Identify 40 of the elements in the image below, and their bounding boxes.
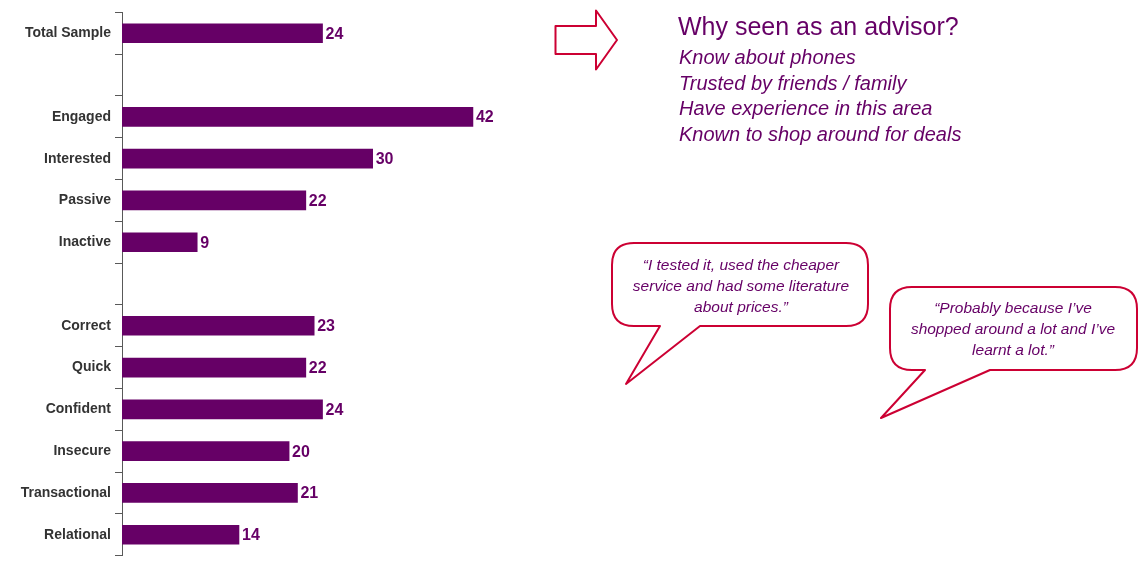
y-tick-label: Correct: [61, 316, 112, 333]
data-label: 9: [200, 233, 210, 251]
y-tick-label: Interested: [44, 149, 111, 166]
text: “I tested it, used the cheaper service and had some literature about prices.”: [631, 255, 851, 317]
bar: [122, 148, 373, 169]
data-label: 20: [292, 442, 311, 460]
data-label: 24: [325, 400, 344, 418]
data-label: 21: [300, 484, 319, 502]
data-label: 23: [317, 317, 336, 335]
data-label: 42: [475, 108, 494, 126]
y-tick-label: Passive: [58, 191, 112, 208]
y-tick-label: Total Sample: [24, 24, 112, 41]
y-tick-label: Confident: [45, 400, 112, 417]
y-tick-label: Insecure: [53, 442, 112, 458]
bar: [122, 483, 298, 503]
bar: [122, 232, 198, 253]
bar: [122, 190, 307, 211]
data-label: 30: [375, 150, 394, 168]
text: Why seen as an advisor?: [678, 12, 959, 41]
text: Known to shop around for deals: [679, 122, 962, 146]
text: Know about phones: [679, 46, 856, 69]
bar: [122, 315, 315, 336]
bar: [122, 107, 474, 127]
data-label: 22: [308, 191, 327, 209]
y-tick-label: Engaged: [51, 107, 111, 124]
y-tick-label: Relational: [44, 525, 111, 542]
y-tick-label: Quick: [72, 358, 112, 375]
data-label: 22: [308, 358, 327, 376]
text: “Probably because I’ve shopped around a lot and I’ve learnt a lot.”: [910, 298, 1116, 360]
data-label: 24: [325, 24, 344, 42]
y-tick-label: Transactional: [20, 483, 111, 500]
bar: [122, 441, 290, 461]
data-label: 14: [241, 526, 260, 544]
bar: [122, 23, 323, 44]
bar: [122, 399, 323, 420]
text: Have experience in this area: [679, 97, 933, 120]
bar: [122, 357, 307, 378]
y-tick-label: Inactive: [58, 233, 112, 250]
bar: [122, 524, 240, 545]
text: Trusted by friends / family: [679, 71, 907, 95]
